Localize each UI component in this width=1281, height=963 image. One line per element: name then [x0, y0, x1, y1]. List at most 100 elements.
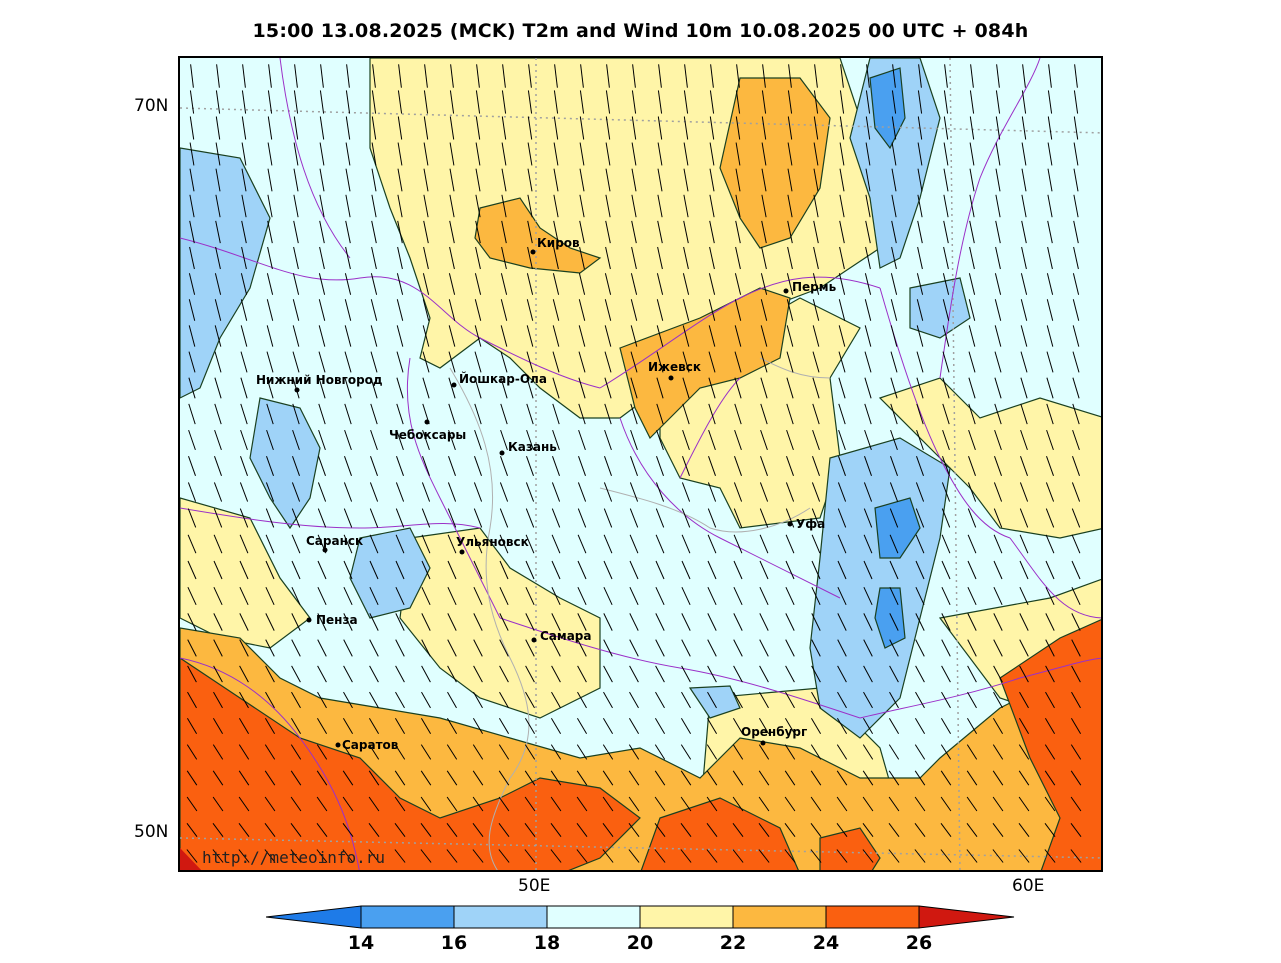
wind-barb [240, 456, 248, 476]
wind-barb [917, 246, 923, 270]
wind-barb [316, 796, 328, 812]
wind-barb [342, 849, 354, 863]
city-cheboksary: Чебоксары [389, 419, 466, 442]
wind-barb [940, 744, 952, 760]
wind-barb [449, 194, 455, 218]
city-penza: Пенза [306, 613, 358, 627]
wind-barb [914, 849, 926, 863]
wind-barb [606, 64, 610, 88]
wind-barb [840, 64, 844, 88]
wind-barb [943, 142, 949, 166]
wind-barb [423, 246, 429, 270]
wind-barb [345, 90, 351, 114]
wind-barb [784, 744, 796, 760]
wind-barb [940, 849, 952, 863]
wind-barb [1071, 691, 1081, 709]
wind-barb [370, 429, 378, 451]
wind-barb [683, 168, 689, 192]
wind-barb [187, 560, 197, 580]
wind-barb [449, 168, 455, 192]
wind-barb [577, 508, 587, 528]
wind-barb [656, 377, 664, 399]
wind-barb [969, 220, 975, 244]
wind-barb [500, 377, 508, 399]
wind-barb [526, 403, 534, 425]
wind-barb [968, 299, 976, 321]
wind-barb [995, 142, 1001, 166]
wind-barb [785, 639, 795, 657]
wind-barb [734, 299, 742, 321]
wind-barb [316, 823, 328, 837]
wind-barb [448, 299, 456, 321]
wind-barb [551, 508, 561, 528]
wind-barb [317, 586, 327, 606]
wind-barb [215, 246, 221, 270]
wind-barb [291, 508, 301, 528]
wind-barb [422, 377, 430, 399]
wind-barb [603, 560, 613, 580]
wind-barb [267, 142, 273, 166]
wind-barb [188, 351, 196, 373]
wind-barb [758, 718, 770, 734]
wind-barb [475, 116, 481, 140]
wind-barb [941, 534, 951, 554]
wind-barb [369, 691, 379, 709]
wind-barb [449, 116, 455, 140]
wind-barb [994, 299, 1002, 321]
wind-barb [968, 456, 976, 476]
wind-barb [863, 665, 873, 683]
wind-barb [813, 220, 819, 244]
wind-barb [501, 116, 507, 140]
wind-barb [266, 351, 274, 373]
wind-barb [890, 273, 898, 295]
wind-barb [1070, 770, 1082, 786]
wind-barb [187, 639, 197, 657]
wind-barb [862, 796, 874, 812]
wind-barb [838, 325, 846, 347]
wind-barb [995, 246, 1001, 270]
wind-barb [787, 116, 793, 140]
wind-barb [370, 273, 378, 295]
wind-barb [502, 64, 506, 88]
wind-barb [970, 64, 974, 88]
wind-barb [293, 142, 299, 166]
wind-barb [889, 613, 899, 631]
wind-barb [473, 639, 483, 657]
wind-barb [1045, 508, 1055, 528]
wind-barb [657, 90, 663, 114]
wind-barb [706, 744, 718, 760]
wind-barb [888, 718, 900, 734]
wind-barb [994, 429, 1002, 451]
wind-barb [760, 351, 768, 373]
wind-barb [214, 299, 222, 321]
wind-barb [316, 744, 328, 760]
wind-barb [655, 508, 665, 528]
wind-barb [369, 560, 379, 580]
wind-barb [449, 246, 455, 270]
wind-barb [683, 194, 689, 218]
wind-barb [189, 142, 195, 166]
wind-barb [969, 142, 975, 166]
wind-barb [941, 613, 951, 631]
wind-barb [239, 639, 249, 657]
wind-barb [579, 116, 585, 140]
wind-barb [1046, 299, 1054, 321]
wind-barb [290, 796, 302, 812]
wind-barb [474, 325, 482, 347]
wind-barb [839, 116, 845, 140]
wind-barb [576, 823, 588, 837]
wind-barb [655, 586, 665, 606]
wind-barb [1045, 691, 1055, 709]
wind-barb [966, 823, 978, 837]
wind-barb [994, 456, 1002, 476]
wind-barb [371, 194, 377, 218]
wind-barb [1073, 90, 1079, 114]
wind-barb [319, 90, 325, 114]
wind-barb [421, 534, 431, 554]
wind-barb [318, 351, 326, 373]
wind-barb [213, 639, 223, 657]
wind-barb [758, 849, 770, 863]
wind-barb [343, 586, 353, 606]
wind-barb [864, 403, 872, 425]
wind-barb [344, 403, 352, 425]
